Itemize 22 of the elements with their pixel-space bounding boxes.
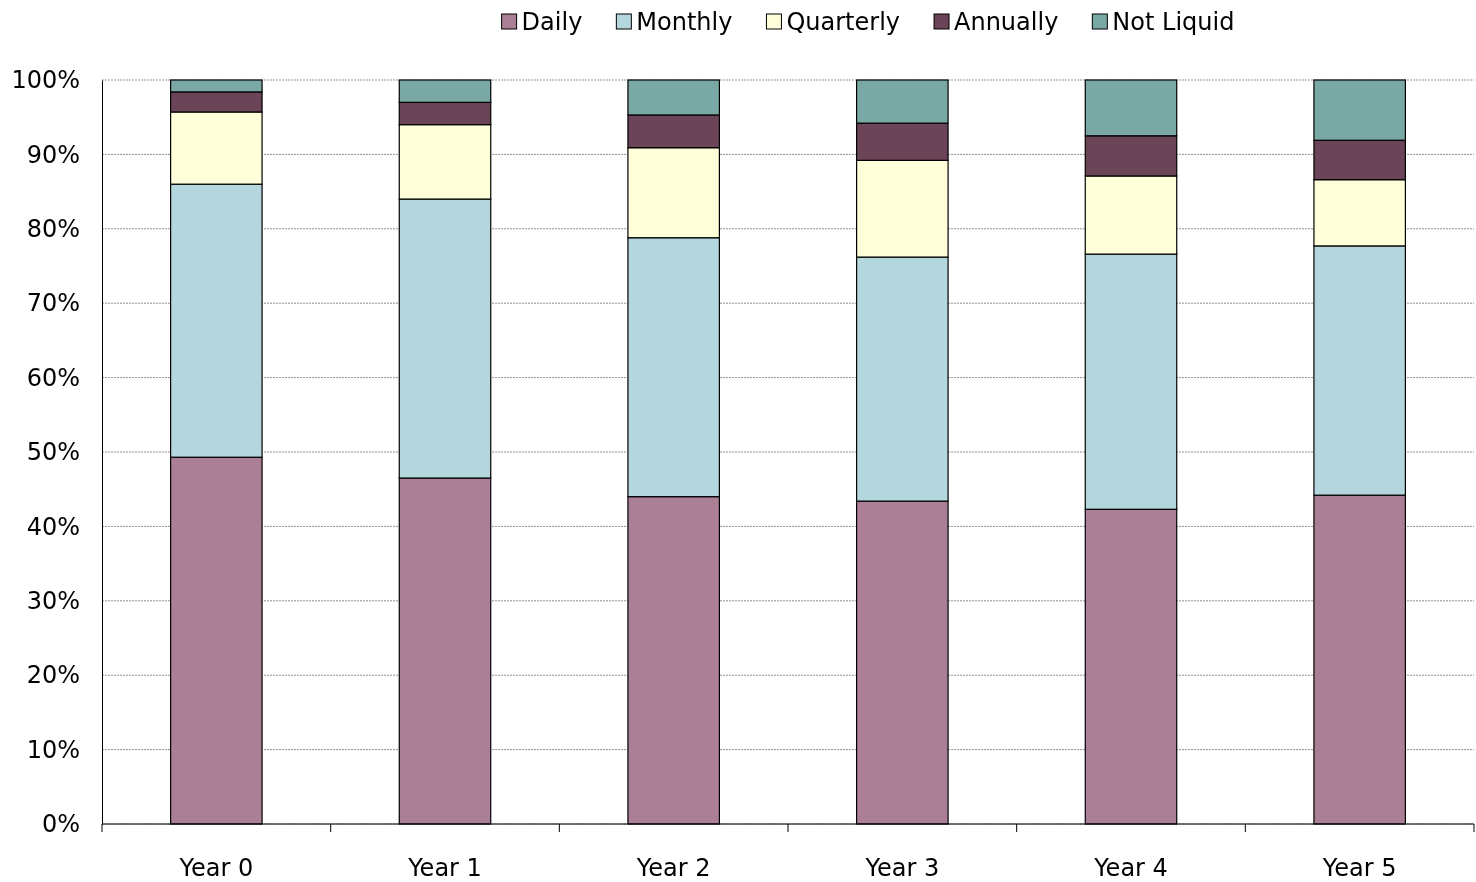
y-tick-label: 30%: [26, 586, 80, 615]
y-tick-label: 0%: [41, 810, 80, 839]
y-tick-label: 100%: [11, 66, 80, 95]
y-tick-label: 70%: [26, 289, 80, 318]
y-tick-label: 60%: [26, 363, 80, 392]
legend-label: Daily: [521, 8, 583, 36]
x-tick-label: Year 5: [1321, 854, 1397, 882]
y-tick-label: 10%: [26, 735, 80, 764]
y-tick-label: 90%: [26, 140, 80, 169]
x-tick-label: Year 1: [407, 854, 482, 882]
legend-label: Monthly: [636, 8, 733, 36]
y-tick-label: 80%: [26, 214, 80, 243]
y-tick-label: 50%: [26, 438, 80, 467]
x-tick-label: Year 4: [1093, 854, 1168, 882]
y-tick-label: 40%: [26, 512, 80, 541]
legend-label: Quarterly: [786, 8, 901, 36]
x-tick-label: Year 3: [864, 854, 940, 882]
x-tick-label: Year 0: [178, 854, 254, 882]
x-tick-label: Year 2: [635, 854, 711, 882]
y-tick-label: 20%: [26, 661, 80, 690]
legend-label: Annually: [954, 8, 1059, 36]
legend-label: Not Liquid: [1112, 8, 1235, 36]
